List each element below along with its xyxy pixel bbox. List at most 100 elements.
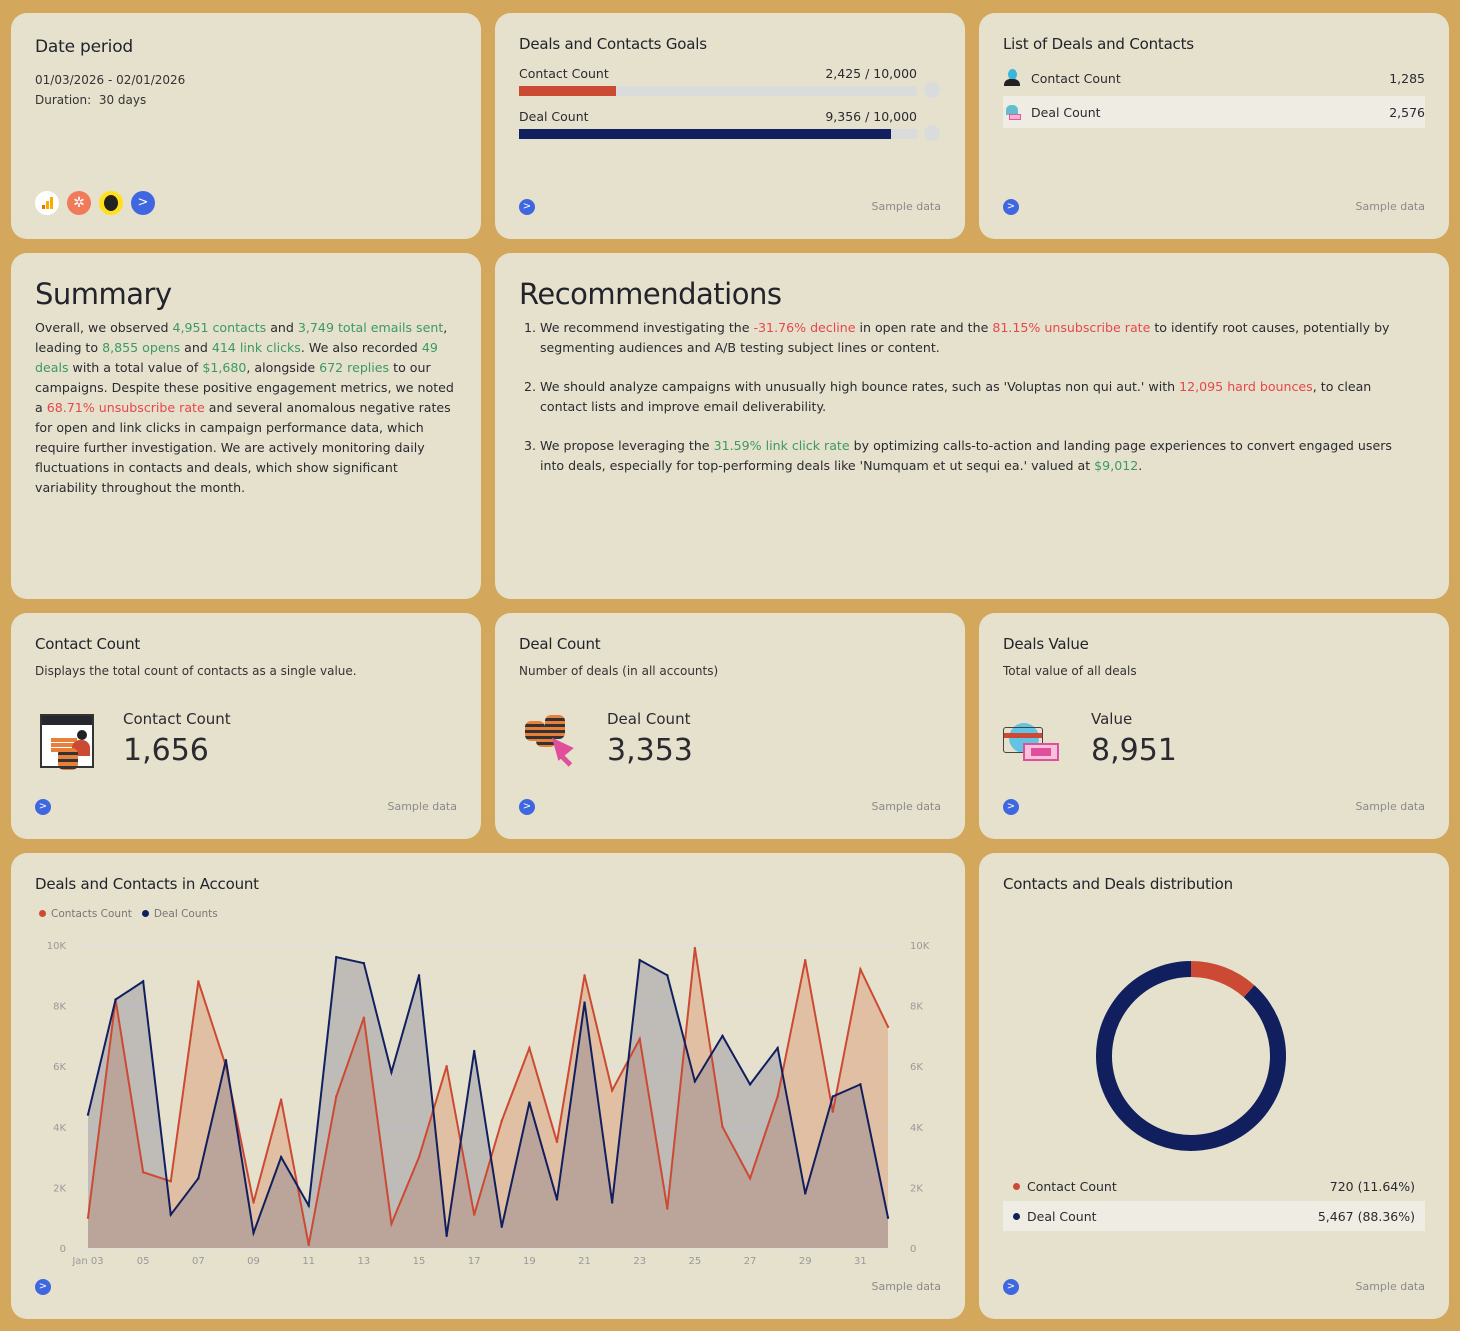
- data-point[interactable]: [528, 1101, 531, 1104]
- legend-item[interactable]: Contacts Count: [39, 908, 132, 920]
- data-point[interactable]: [417, 1155, 421, 1159]
- data-point[interactable]: [252, 1231, 255, 1235]
- data-point[interactable]: [638, 1037, 641, 1041]
- data-point[interactable]: [886, 1216, 890, 1219]
- data-point[interactable]: [721, 1034, 724, 1038]
- legend-row[interactable]: Deal Count 5,467 (88.36%): [1003, 1201, 1425, 1231]
- highlight-text: 672 replies: [319, 360, 390, 375]
- text-segment: , to clean contact lists and improve ema…: [540, 379, 1372, 414]
- legend-item[interactable]: Deal Counts: [141, 908, 218, 920]
- data-point[interactable]: [776, 1046, 779, 1050]
- data-point[interactable]: [390, 1222, 393, 1225]
- legend-row[interactable]: Contact Count 720 (11.64%): [1003, 1171, 1425, 1201]
- data-point[interactable]: [473, 1049, 476, 1053]
- data-point[interactable]: [610, 1089, 614, 1092]
- data-point[interactable]: [169, 1213, 172, 1216]
- donut-slice[interactable]: [1190, 961, 1255, 998]
- data-point[interactable]: [279, 1155, 283, 1159]
- data-point[interactable]: [804, 958, 807, 962]
- legend-dot: [1013, 1212, 1020, 1220]
- google-analytics-icon[interactable]: [35, 191, 59, 215]
- card-description: Displays the total count of contacts as …: [35, 664, 357, 678]
- hubspot-icon[interactable]: ✲: [67, 191, 91, 215]
- highlight-text: 4,951 contacts: [172, 320, 267, 335]
- data-point[interactable]: [555, 1140, 559, 1144]
- data-point[interactable]: [252, 1201, 255, 1204]
- data-point[interactable]: [693, 1080, 697, 1083]
- data-point[interactable]: [666, 1207, 669, 1210]
- data-point[interactable]: [500, 1119, 503, 1122]
- donut-slice[interactable]: [1096, 961, 1286, 1151]
- data-point[interactable]: [831, 1095, 835, 1098]
- data-point[interactable]: [141, 980, 145, 983]
- data-point[interactable]: [638, 958, 641, 962]
- distribution-card: Contacts and Deals distribution Contact …: [979, 853, 1449, 1319]
- data-point[interactable]: [335, 1095, 338, 1098]
- data-point[interactable]: [362, 1016, 366, 1019]
- data-point[interactable]: [748, 1177, 752, 1180]
- card-title: Deals Value: [1003, 635, 1089, 653]
- data-point[interactable]: [473, 1213, 476, 1216]
- data-point[interactable]: [500, 1225, 503, 1228]
- data-point[interactable]: [583, 1001, 586, 1004]
- open-button[interactable]: >: [519, 199, 535, 215]
- data-point[interactable]: [141, 1171, 145, 1174]
- data-point[interactable]: [169, 1180, 172, 1183]
- goal-value: 9,356 / 10,000: [825, 109, 917, 124]
- open-button[interactable]: >: [1003, 199, 1019, 215]
- area-chart: 0 0 2K 2K 4K 4K 6K 6K 8K 8K 10K 10K Jan 03 05 07 09 11 13…: [47, 941, 930, 1267]
- data-point[interactable]: [445, 1234, 448, 1238]
- data-point[interactable]: [583, 974, 586, 977]
- data-point[interactable]: [776, 1095, 779, 1098]
- list-item[interactable]: Deal Count 2,576: [1003, 96, 1425, 128]
- data-point[interactable]: [362, 961, 366, 965]
- list-item-label: Contact Count: [1031, 70, 1121, 86]
- data-point[interactable]: [666, 974, 669, 977]
- mailchimp-icon[interactable]: [99, 191, 123, 215]
- list-item[interactable]: Contact Count 1,285: [1003, 62, 1425, 94]
- legend-dot: [1013, 1182, 1020, 1190]
- data-point[interactable]: [114, 998, 117, 1001]
- data-point[interactable]: [804, 1192, 807, 1195]
- data-point[interactable]: [197, 1177, 200, 1180]
- data-point[interactable]: [86, 1216, 90, 1219]
- open-button[interactable]: >: [1003, 1279, 1019, 1295]
- text-segment: in open rate and the: [855, 320, 993, 335]
- text-segment: by optimizing calls-to-action and landin…: [540, 438, 1392, 473]
- open-button[interactable]: >: [35, 799, 51, 815]
- data-point[interactable]: [335, 955, 338, 959]
- x-tick-label: 21: [578, 1256, 591, 1267]
- data-point[interactable]: [417, 974, 421, 977]
- open-button[interactable]: >: [519, 799, 535, 815]
- activecampaign-icon[interactable]: >: [131, 191, 155, 215]
- y-tick-label-right: 2K: [910, 1183, 923, 1194]
- data-point[interactable]: [555, 1198, 559, 1201]
- open-button[interactable]: >: [35, 1279, 51, 1295]
- data-point[interactable]: [693, 946, 697, 950]
- data-point[interactable]: [445, 1065, 448, 1068]
- data-point[interactable]: [886, 1025, 890, 1029]
- goal-status-dot: [924, 82, 940, 98]
- data-point[interactable]: [197, 980, 200, 983]
- data-point[interactable]: [859, 1083, 862, 1086]
- data-point[interactable]: [831, 1110, 835, 1113]
- data-point[interactable]: [528, 1046, 531, 1050]
- card-cash-icon: [1003, 723, 1061, 769]
- open-button[interactable]: >: [1003, 799, 1019, 815]
- data-point[interactable]: [859, 968, 862, 971]
- goal-progress-bar: [519, 86, 917, 96]
- data-point[interactable]: [86, 1113, 90, 1116]
- data-point[interactable]: [390, 1071, 393, 1074]
- x-tick-label: 25: [689, 1256, 702, 1267]
- data-point[interactable]: [307, 1204, 310, 1207]
- data-point[interactable]: [224, 1058, 228, 1062]
- data-point[interactable]: [307, 1243, 310, 1247]
- series-area-deals: [88, 957, 888, 1248]
- data-point[interactable]: [610, 1201, 614, 1204]
- y-tick-label-left: 10K: [47, 941, 67, 952]
- data-point[interactable]: [721, 1125, 724, 1128]
- data-point[interactable]: [279, 1098, 283, 1101]
- y-tick-label-right: 8K: [910, 1002, 923, 1013]
- text-segment: and: [266, 320, 298, 335]
- data-point[interactable]: [748, 1083, 752, 1086]
